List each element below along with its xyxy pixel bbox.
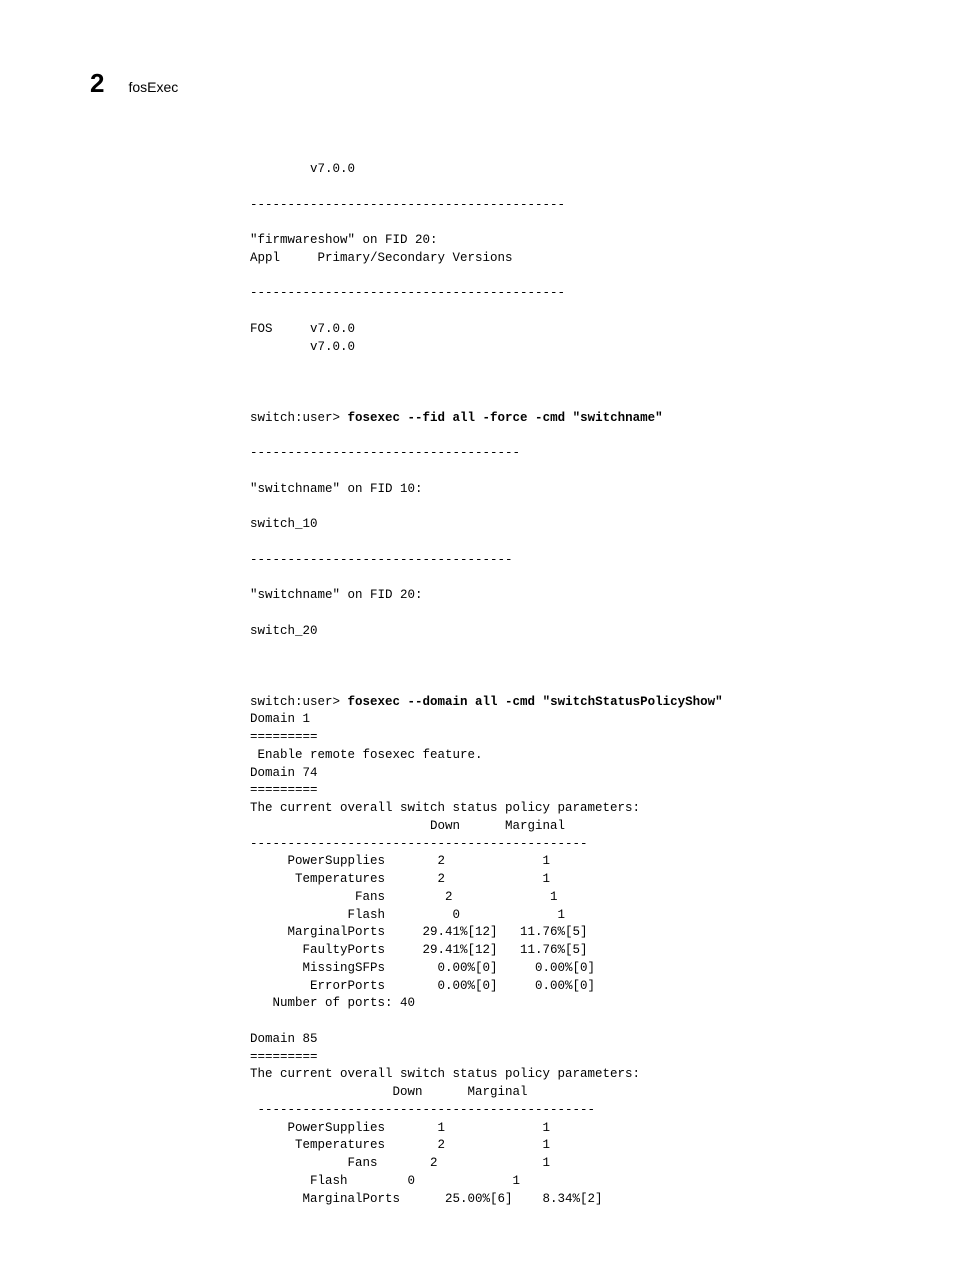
output-line: FOS v7.0.0: [250, 321, 874, 339]
output-line: Domain 85: [250, 1031, 874, 1049]
output-line: [250, 498, 874, 516]
output-line: ----------------------------------------…: [250, 285, 874, 303]
output-line: [250, 676, 874, 694]
output-line: =========: [250, 782, 874, 800]
terminal-output: v7.0.0 ---------------------------------…: [250, 161, 874, 1208]
output-line: [250, 356, 874, 374]
output-line: ----------------------------------------…: [250, 836, 874, 854]
output-line: PowerSupplies 2 1: [250, 853, 874, 871]
output-line: =========: [250, 1049, 874, 1067]
output-line: ----------------------------------------…: [250, 1102, 874, 1120]
output-line: [250, 374, 874, 392]
output-line: "switchname" on FID 10:: [250, 481, 874, 499]
output-line: "firmwareshow" on FID 20:: [250, 232, 874, 250]
command-text: fosexec --domain all -cmd "switchStatusP…: [348, 695, 723, 709]
output-line: [250, 303, 874, 321]
output-line: switch_20: [250, 623, 874, 641]
output-line: [250, 179, 874, 197]
output-line: MarginalPorts 29.41%[12] 11.76%[5]: [250, 924, 874, 942]
output-line: "switchname" on FID 20:: [250, 587, 874, 605]
output-line: switch_10: [250, 516, 874, 534]
page-header: 2 fosExec: [90, 68, 874, 99]
output-line: FaultyPorts 29.41%[12] 11.76%[5]: [250, 942, 874, 960]
output-line: [250, 1013, 874, 1031]
output-line: [250, 534, 874, 552]
output-line: ErrorPorts 0.00%[0] 0.00%[0]: [250, 978, 874, 996]
output-line: PowerSupplies 1 1: [250, 1120, 874, 1138]
output-line: MarginalPorts 25.00%[6] 8.34%[2]: [250, 1191, 874, 1209]
output-line: Flash 0 1: [250, 1173, 874, 1191]
output-line: [250, 463, 874, 481]
chapter-number: 2: [90, 68, 104, 99]
output-line: [250, 392, 874, 410]
output-line: Fans 2 1: [250, 889, 874, 907]
output-line: =========: [250, 729, 874, 747]
output-line: [250, 214, 874, 232]
output-line: Fans 2 1: [250, 1155, 874, 1173]
output-line: Flash 0 1: [250, 907, 874, 925]
output-line: [250, 569, 874, 587]
output-line: Number of ports: 40: [250, 995, 874, 1013]
output-line: [250, 268, 874, 286]
output-line: Domain 74: [250, 765, 874, 783]
output-line: [250, 605, 874, 623]
page: 2 fosExec v7.0.0 -----------------------…: [0, 0, 954, 1288]
output-line: Down Marginal: [250, 1084, 874, 1102]
output-line: Enable remote fosexec feature.: [250, 747, 874, 765]
output-line: v7.0.0: [250, 339, 874, 357]
output-line: -----------------------------------: [250, 552, 874, 570]
output-line: [250, 658, 874, 676]
output-line: The current overall switch status policy…: [250, 800, 874, 818]
output-line: switch:user> fosexec --fid all -force -c…: [250, 410, 874, 428]
output-line: ----------------------------------------…: [250, 197, 874, 215]
output-line: switch:user> fosexec --domain all -cmd "…: [250, 694, 874, 712]
output-line: [250, 640, 874, 658]
output-line: Appl Primary/Secondary Versions: [250, 250, 874, 268]
output-line: Down Marginal: [250, 818, 874, 836]
page-title: fosExec: [128, 79, 178, 95]
output-line: ------------------------------------: [250, 445, 874, 463]
command-text: fosexec --fid all -force -cmd "switchnam…: [348, 411, 663, 425]
output-line: Domain 1: [250, 711, 874, 729]
output-line: Temperatures 2 1: [250, 1137, 874, 1155]
output-line: The current overall switch status policy…: [250, 1066, 874, 1084]
output-line: Temperatures 2 1: [250, 871, 874, 889]
output-line: MissingSFPs 0.00%[0] 0.00%[0]: [250, 960, 874, 978]
output-line: [250, 427, 874, 445]
output-line: v7.0.0: [250, 161, 874, 179]
